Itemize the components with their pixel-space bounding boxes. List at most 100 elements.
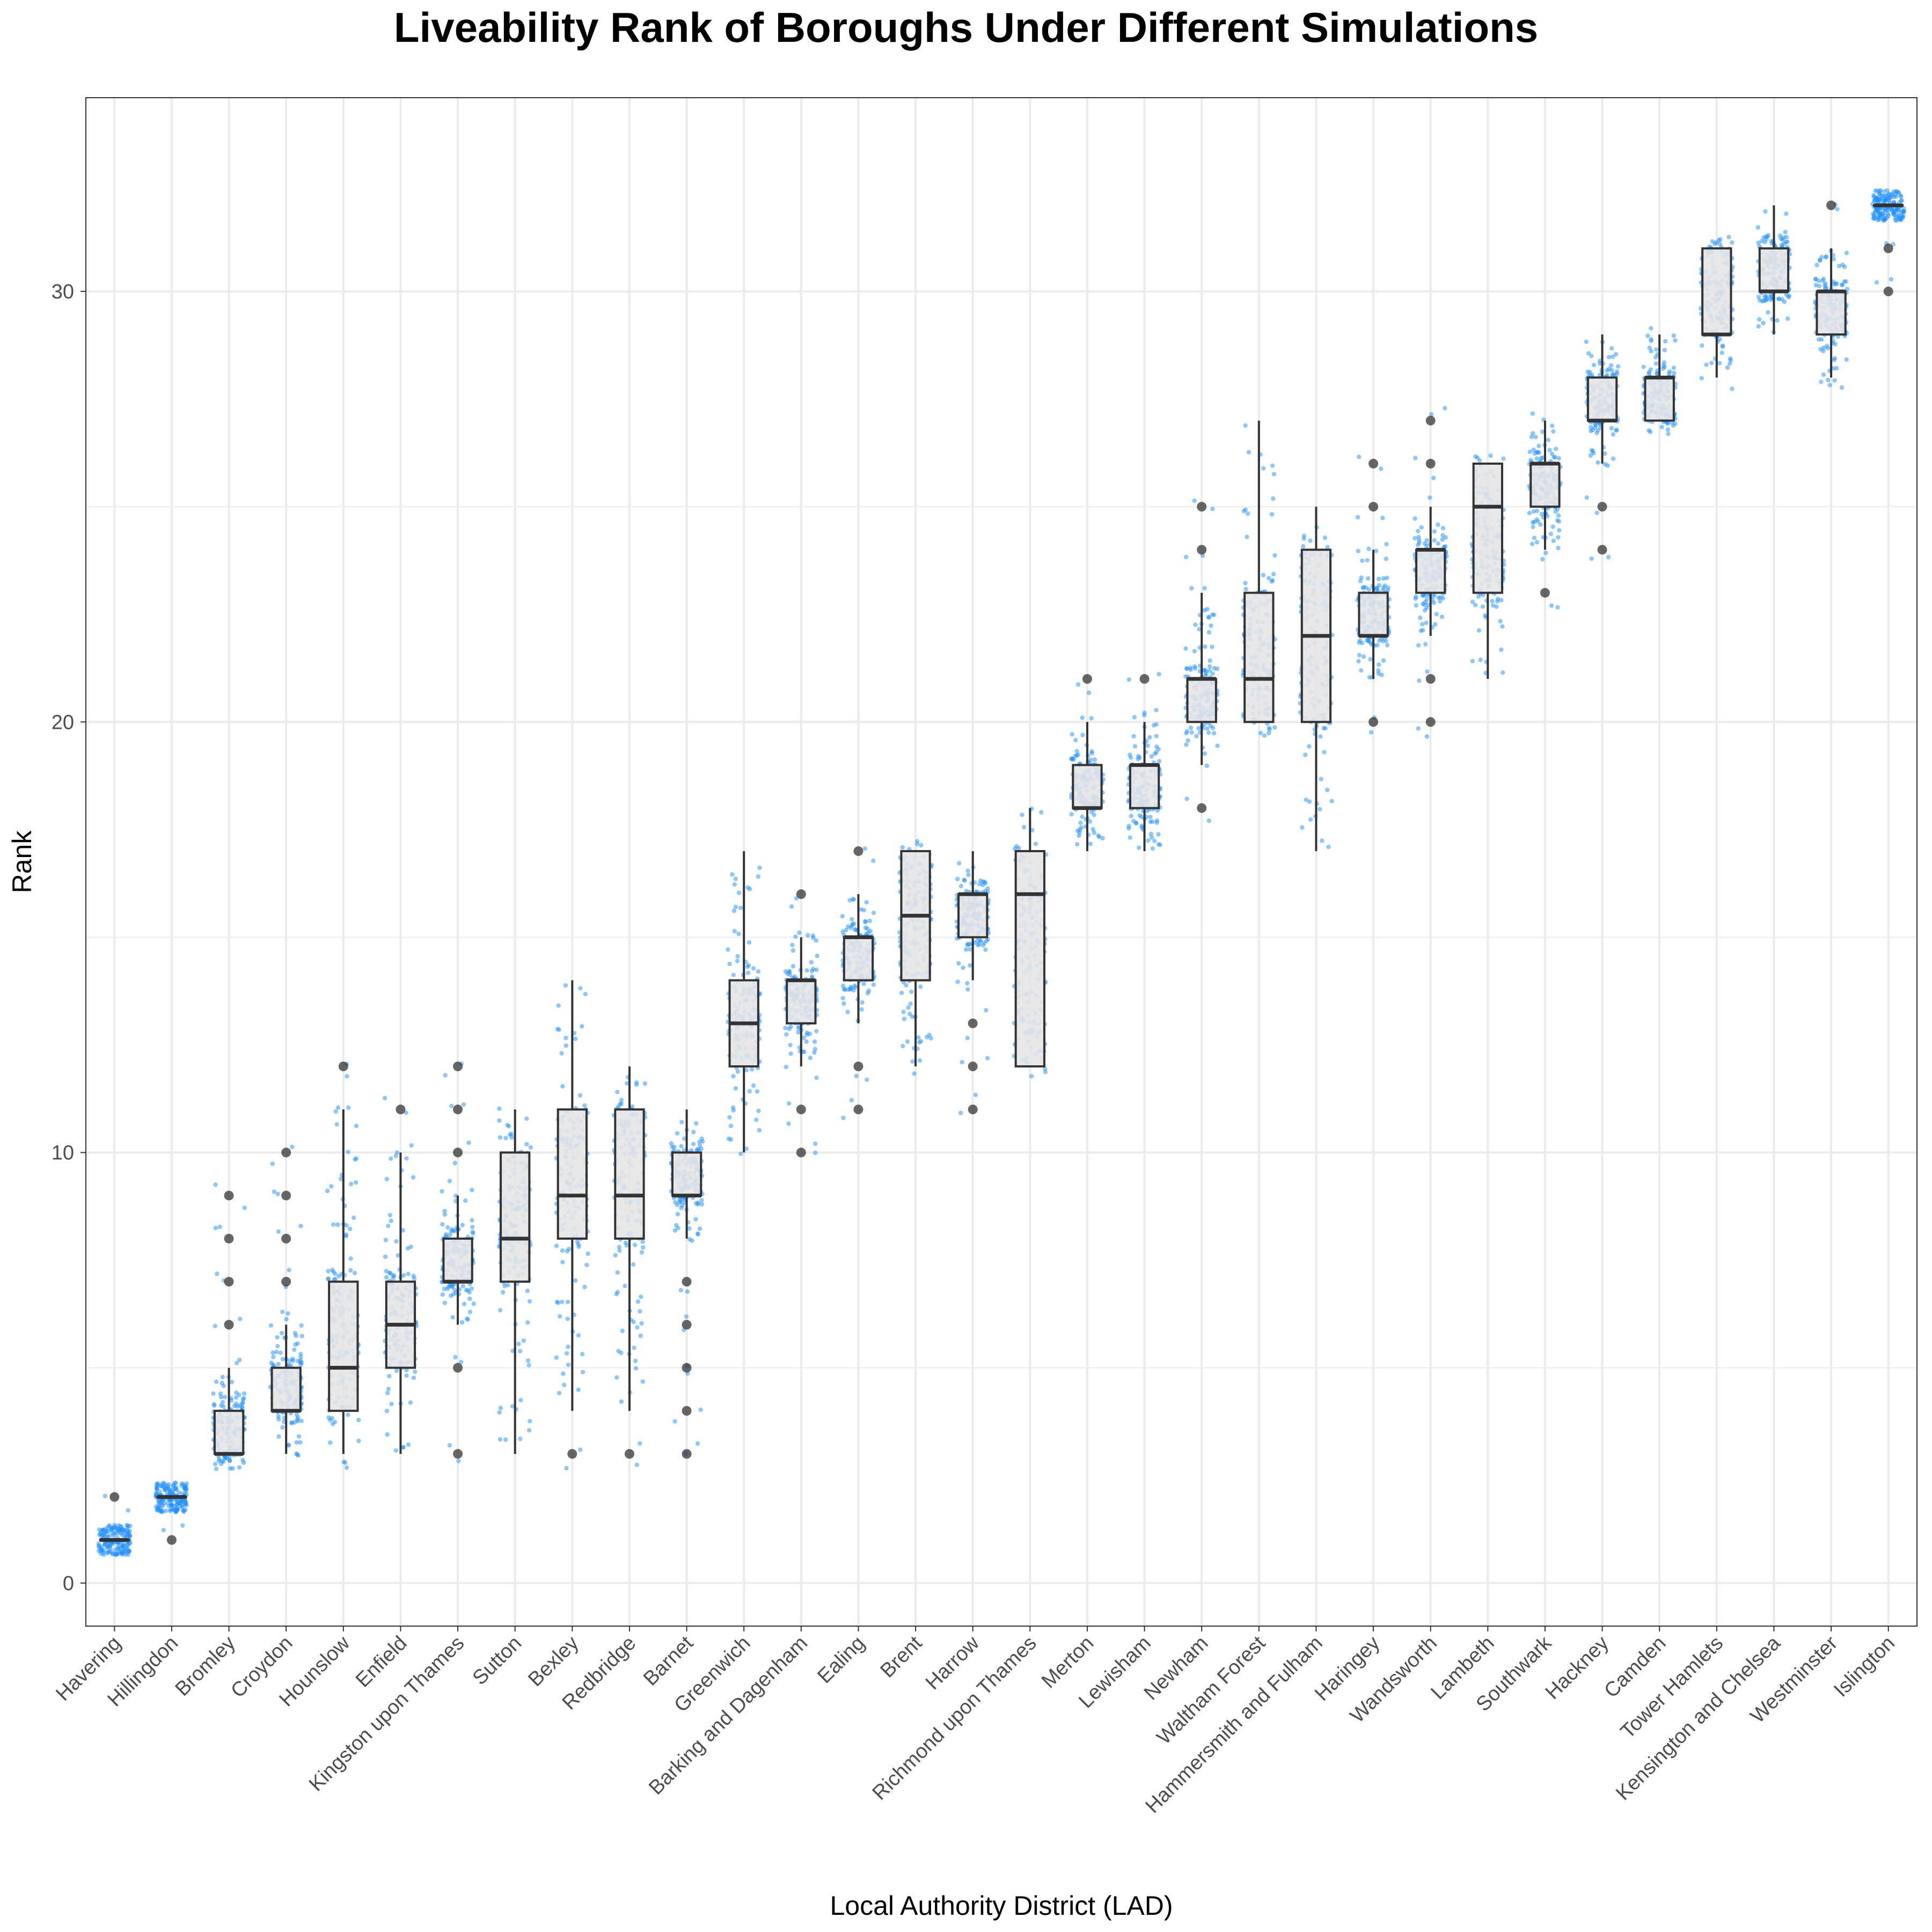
jitter-point bbox=[812, 1050, 817, 1055]
jitter-point bbox=[447, 1443, 452, 1448]
jitter-point bbox=[1075, 682, 1081, 687]
jitter-point bbox=[348, 1256, 353, 1261]
jitter-point bbox=[103, 1494, 108, 1498]
jitter-point bbox=[814, 968, 819, 972]
jitter-point bbox=[573, 1278, 578, 1283]
jitter-point bbox=[1756, 324, 1761, 329]
jitter-point bbox=[1531, 448, 1536, 452]
jitter-point bbox=[1496, 596, 1501, 602]
jitter-point bbox=[1611, 456, 1616, 461]
jitter-point bbox=[1089, 716, 1094, 721]
jitter-point bbox=[728, 1137, 734, 1142]
jitter-point bbox=[346, 1150, 350, 1154]
jitter-point bbox=[1304, 797, 1308, 802]
jitter-point bbox=[525, 1320, 530, 1325]
jitter-point bbox=[613, 1253, 618, 1258]
jitter-point bbox=[213, 1323, 217, 1328]
jitter-point bbox=[220, 1459, 225, 1463]
jitter-point bbox=[270, 1350, 275, 1355]
jitter-point bbox=[404, 1367, 409, 1373]
jitter-point bbox=[582, 1103, 587, 1108]
jitter-point bbox=[788, 1051, 793, 1056]
jitter-point bbox=[1183, 674, 1188, 679]
jitter-point bbox=[1301, 536, 1306, 541]
jitter-point bbox=[1728, 361, 1732, 366]
jitter-point bbox=[109, 1526, 115, 1531]
jitter-point bbox=[497, 1135, 503, 1140]
jitter-point bbox=[1149, 754, 1154, 759]
jitter-point bbox=[958, 883, 964, 889]
jitter-point bbox=[1205, 726, 1210, 731]
jitter-point bbox=[814, 1075, 819, 1080]
jitter-point bbox=[292, 1347, 297, 1352]
jitter-point bbox=[865, 1077, 869, 1082]
jitter-point bbox=[1665, 427, 1670, 432]
jitter-point bbox=[639, 1294, 643, 1299]
jitter-point bbox=[1425, 669, 1430, 674]
jitter-point bbox=[1189, 730, 1194, 735]
jitter-point bbox=[1709, 361, 1714, 365]
jitter-point bbox=[413, 1369, 418, 1374]
jitter-point bbox=[524, 1142, 529, 1147]
jitter-point bbox=[101, 1548, 106, 1553]
jitter-point bbox=[1424, 538, 1429, 543]
jitter-point bbox=[1196, 726, 1201, 731]
jitter-point bbox=[391, 1273, 396, 1278]
jitter-point bbox=[984, 1008, 989, 1013]
jitter-point bbox=[411, 1375, 416, 1380]
jitter-point bbox=[1609, 363, 1614, 368]
jitter-point bbox=[1358, 638, 1363, 643]
jitter-point bbox=[985, 886, 990, 891]
jitter-point bbox=[384, 1176, 389, 1182]
jitter-point bbox=[1261, 466, 1266, 471]
jitter-point bbox=[956, 961, 961, 966]
jitter-point bbox=[861, 982, 866, 986]
jitter-point bbox=[985, 1056, 990, 1060]
jitter-point bbox=[1368, 730, 1374, 735]
jitter-point bbox=[1363, 585, 1368, 590]
jitter-point bbox=[180, 1508, 185, 1513]
jitter-point bbox=[736, 931, 741, 936]
jitter-point bbox=[619, 1097, 624, 1103]
jitter-point bbox=[1672, 370, 1677, 375]
jitter-point bbox=[865, 926, 870, 931]
jitter-point bbox=[736, 890, 742, 895]
jitter-point bbox=[793, 934, 798, 939]
jitter-point bbox=[1128, 835, 1132, 840]
jitter-point bbox=[1431, 475, 1436, 480]
jitter-point bbox=[731, 1074, 736, 1079]
jitter-point bbox=[1202, 668, 1207, 672]
jitter-point bbox=[1307, 799, 1312, 804]
jitter-point bbox=[1131, 734, 1136, 739]
jitter-point bbox=[233, 1395, 239, 1400]
jitter-point bbox=[521, 1338, 526, 1343]
jitter-point bbox=[726, 947, 730, 952]
jitter-point bbox=[1157, 759, 1162, 764]
jitter-point bbox=[1202, 751, 1207, 756]
jitter-point bbox=[157, 1503, 162, 1508]
jitter-point bbox=[586, 1251, 590, 1256]
jitter-point bbox=[180, 1523, 185, 1528]
jitter-point bbox=[509, 1135, 514, 1140]
jitter-point bbox=[814, 1029, 819, 1034]
jitter-point bbox=[343, 1232, 348, 1237]
jitter-point bbox=[159, 1509, 164, 1513]
jitter-point bbox=[348, 1268, 353, 1273]
jitter-point bbox=[1202, 586, 1207, 591]
jitter-point bbox=[747, 1089, 752, 1094]
jitter-point bbox=[443, 1073, 448, 1078]
jitter-point bbox=[699, 1198, 704, 1203]
jitter-point bbox=[1655, 371, 1659, 376]
jitter-point bbox=[384, 1275, 389, 1280]
jitter-point bbox=[1137, 845, 1141, 850]
jitter-point bbox=[155, 1485, 159, 1491]
jitter-point bbox=[1725, 365, 1730, 370]
jitter-point bbox=[1096, 835, 1102, 839]
jitter-point bbox=[456, 1459, 461, 1463]
jitter-point bbox=[691, 1130, 696, 1135]
jitter-point bbox=[1207, 668, 1212, 673]
jitter-point bbox=[693, 1217, 698, 1222]
jitter-point bbox=[1764, 237, 1769, 241]
jitter-point bbox=[1373, 548, 1379, 553]
jitter-point bbox=[400, 1228, 406, 1233]
